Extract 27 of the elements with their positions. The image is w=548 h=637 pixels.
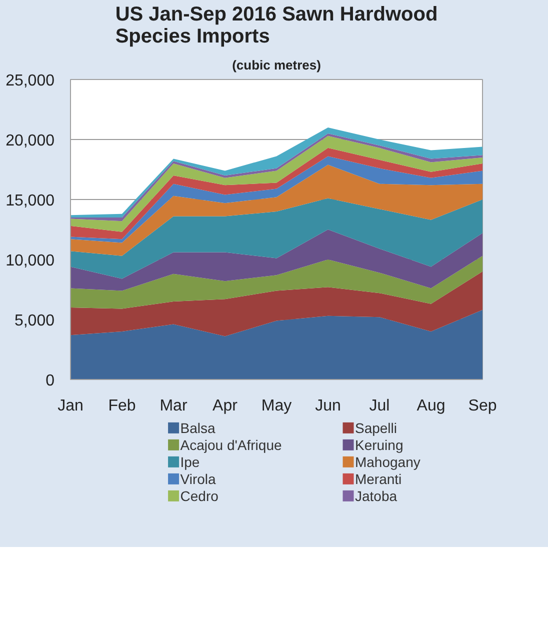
legend-label: Acajou d'Afrique — [180, 436, 282, 453]
y-tick-label: 5,000 — [14, 312, 55, 330]
x-tick-label: Aug — [416, 398, 446, 414]
legend-label: Jatoba — [354, 488, 398, 504]
y-tick-label: 0 — [46, 372, 55, 390]
legend-label: Keruing — [354, 436, 404, 453]
y-tick-label: 20,000 — [6, 132, 55, 150]
legend-label: Balsa — [180, 420, 216, 436]
legend-label: Meranti — [354, 470, 402, 487]
x-tick-label: Feb — [108, 398, 136, 414]
chart-title: US Jan-Sep 2016 Sawn Hardwood Species Imports — [115, 4, 438, 48]
y-tick-label: 10,000 — [6, 252, 55, 270]
y-tick-label: 25,000 — [6, 72, 55, 90]
legend-label: Sapelli — [354, 420, 398, 436]
legend-label: Ipe — [180, 454, 200, 470]
x-tick-label: Jan — [58, 398, 84, 414]
x-tick-label: May — [261, 398, 292, 414]
legend-label: Cedro — [180, 488, 219, 504]
x-tick-label: Jul — [369, 398, 390, 414]
legend-label: Virola — [180, 470, 216, 487]
y-tick-label: 15,000 — [6, 192, 55, 210]
legend-label: Mahogany — [354, 454, 420, 470]
x-tick-label: Mar — [160, 398, 188, 414]
chart-subtitle: (cubic metres) — [232, 58, 321, 72]
x-tick-label: Jun — [315, 398, 341, 414]
x-tick-label: Sep — [468, 398, 497, 414]
x-tick-label: Apr — [212, 398, 238, 414]
